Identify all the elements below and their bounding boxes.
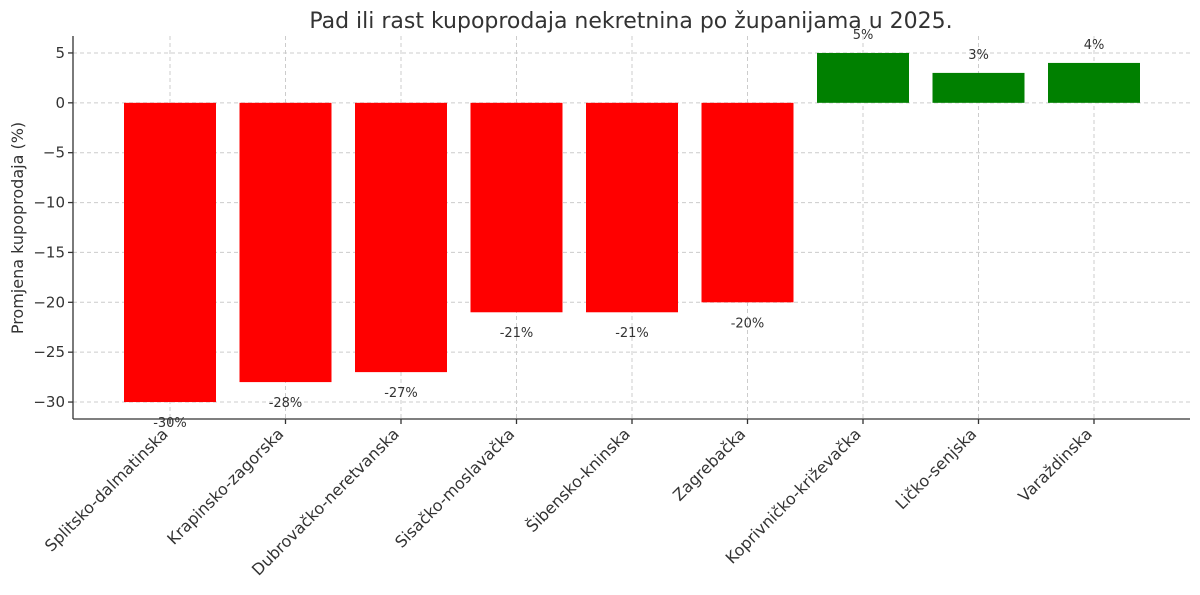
bar xyxy=(124,102,216,403)
y-tick-label: −5 xyxy=(43,144,65,162)
data-label: -30% xyxy=(153,416,187,431)
y-tick-label: 5 xyxy=(55,44,65,62)
x-tick-label: Koprivničko-križevačka xyxy=(722,424,865,567)
data-label: -27% xyxy=(384,386,418,401)
x-tick-label: Zagrebačka xyxy=(669,424,749,504)
data-label: 3% xyxy=(968,48,989,63)
y-tick-label: 0 xyxy=(55,94,65,112)
bar xyxy=(701,102,794,303)
axes xyxy=(68,36,1190,424)
data-label: -21% xyxy=(500,326,534,341)
chart-title: Pad ili rast kupoprodaja nekretnina po ž… xyxy=(309,9,952,34)
data-label: -21% xyxy=(615,326,649,341)
y-tick-label: −25 xyxy=(33,343,65,361)
x-tick-labels: Splitsko-dalmatinskaKrapinsko-zagorskaDu… xyxy=(41,424,1096,579)
x-tick-label: Splitsko-dalmatinska xyxy=(41,424,172,555)
y-tick-labels: 5 0 −5 −10 −15 −20 −25 −30 xyxy=(33,44,65,411)
y-tick-label: −30 xyxy=(33,393,65,411)
data-label: 4% xyxy=(1084,38,1105,53)
bar xyxy=(470,102,563,313)
x-tick-label: Sisačko-moslavačka xyxy=(391,424,518,551)
bar xyxy=(932,72,1025,103)
x-tick-label: Varaždinska xyxy=(1014,424,1095,505)
data-label: -28% xyxy=(269,396,303,411)
y-tick-label: −10 xyxy=(33,194,65,212)
bar xyxy=(1048,62,1140,103)
bar xyxy=(586,102,678,313)
bar xyxy=(239,102,332,383)
data-label: -20% xyxy=(731,316,765,331)
data-labels: -30% -28% -27% -21% -21% -20% 5% 3% 4% xyxy=(153,28,1104,431)
x-tick-label: Ličko-senjska xyxy=(892,424,981,513)
data-label: 5% xyxy=(853,28,874,43)
y-tick-label: −15 xyxy=(33,243,65,261)
x-tick-label: Šibensko-kninska xyxy=(522,424,634,536)
bar xyxy=(817,52,909,103)
y-axis-label: Promjena kupoprodaja (%) xyxy=(8,122,27,334)
bars xyxy=(124,52,1140,403)
bar xyxy=(355,102,447,373)
x-tick-label: Krapinsko-zagorska xyxy=(163,424,287,548)
y-tick-label: −20 xyxy=(33,293,65,311)
